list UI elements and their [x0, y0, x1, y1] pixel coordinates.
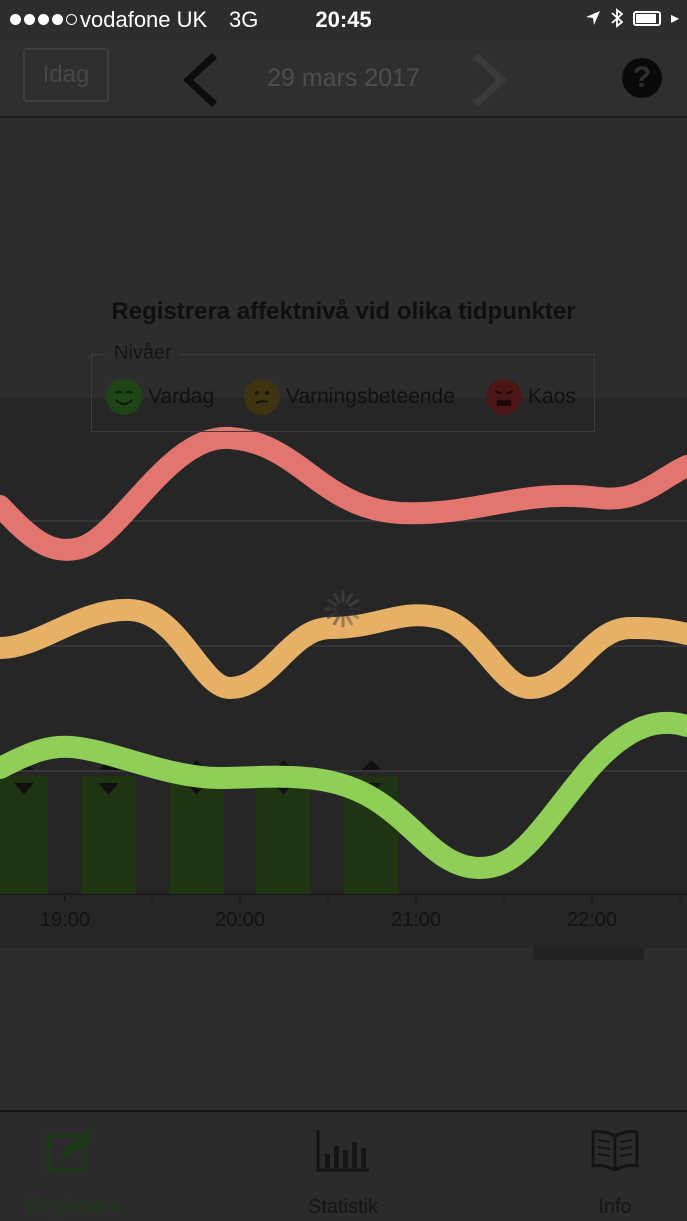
series-line-varningsbeteende [0, 598, 687, 700]
signal-strength-icon [10, 9, 77, 29]
series-line-kaos [0, 426, 687, 561]
tab-info[interactable]: Info [570, 1112, 660, 1221]
chart-svg[interactable]: 19:00 20:00 21:00 22:00 [0, 398, 687, 948]
bar-chart-icon [316, 1130, 369, 1172]
status-time: 20:45 [315, 7, 372, 32]
drag-handle-down-icon[interactable] [14, 783, 34, 795]
tab-statistik[interactable]: Statistik [290, 1112, 396, 1221]
legend-item-varningsbeteende: Varningsbeteende [244, 379, 455, 415]
loading-spinner-icon [324, 590, 362, 628]
legend-title: Nivåer [106, 342, 180, 365]
legend: Nivåer Vardag Varningsbeteende [91, 342, 595, 432]
legend-label: Varningsbeteende [286, 385, 455, 408]
book-icon [591, 1130, 639, 1172]
tab-label: Registrera [26, 1196, 120, 1218]
nav-bar: Idag 29 mars 2017 ? [0, 40, 687, 118]
bluetooth-icon [611, 8, 623, 28]
series-line-vardag [0, 711, 687, 880]
tab-bar: Registrera Statistik Info [0, 1110, 687, 1221]
tab-label: Statistik [307, 1196, 379, 1218]
drag-handle-down-icon[interactable] [98, 783, 119, 795]
status-bar: vodafone UK 3G 20:45 ▸ [0, 0, 687, 40]
drag-handle-up-icon[interactable] [361, 760, 382, 770]
x-tick-label: 21:00 [391, 909, 441, 931]
network-type: 3G [229, 7, 259, 32]
tab-label: Info [598, 1196, 632, 1218]
legend-item-kaos: Kaos [486, 379, 576, 415]
location-arrow-icon [585, 11, 600, 25]
carrier-name: vodafone UK [80, 7, 208, 32]
help-button[interactable]: ? [622, 58, 662, 98]
tab-registrera[interactable]: Registrera [17, 1112, 129, 1221]
registration-bar[interactable] [0, 776, 48, 894]
registration-bar[interactable] [81, 776, 136, 894]
smile-face-icon [106, 379, 142, 415]
current-date: 29 mars 2017 [267, 64, 420, 92]
charging-icon: ▸ [670, 10, 679, 27]
chevron-right-icon[interactable] [468, 52, 512, 108]
edit-icon [47, 1130, 93, 1172]
today-button[interactable]: Idag [23, 48, 109, 102]
chart-panel[interactable]: 19:00 20:00 21:00 22:00 [0, 398, 687, 948]
scroll-indicator[interactable] [533, 948, 644, 960]
neutral-face-icon [244, 379, 280, 415]
legend-label: Kaos [528, 385, 576, 408]
registration-bar[interactable] [169, 776, 224, 894]
chevron-left-icon[interactable] [178, 52, 222, 108]
chart-title: Registrera affektnivå vid olika tidpunkt… [111, 298, 576, 325]
x-tick-label: 19:00 [40, 909, 90, 931]
legend-label: Vardag [148, 385, 215, 408]
registration-bar[interactable] [256, 776, 311, 894]
x-tick-label: 20:00 [215, 909, 265, 931]
battery-icon [632, 10, 661, 26]
x-tick-label: 22:00 [567, 909, 617, 931]
legend-item-vardag: Vardag [106, 379, 214, 415]
angry-face-icon [486, 379, 522, 415]
